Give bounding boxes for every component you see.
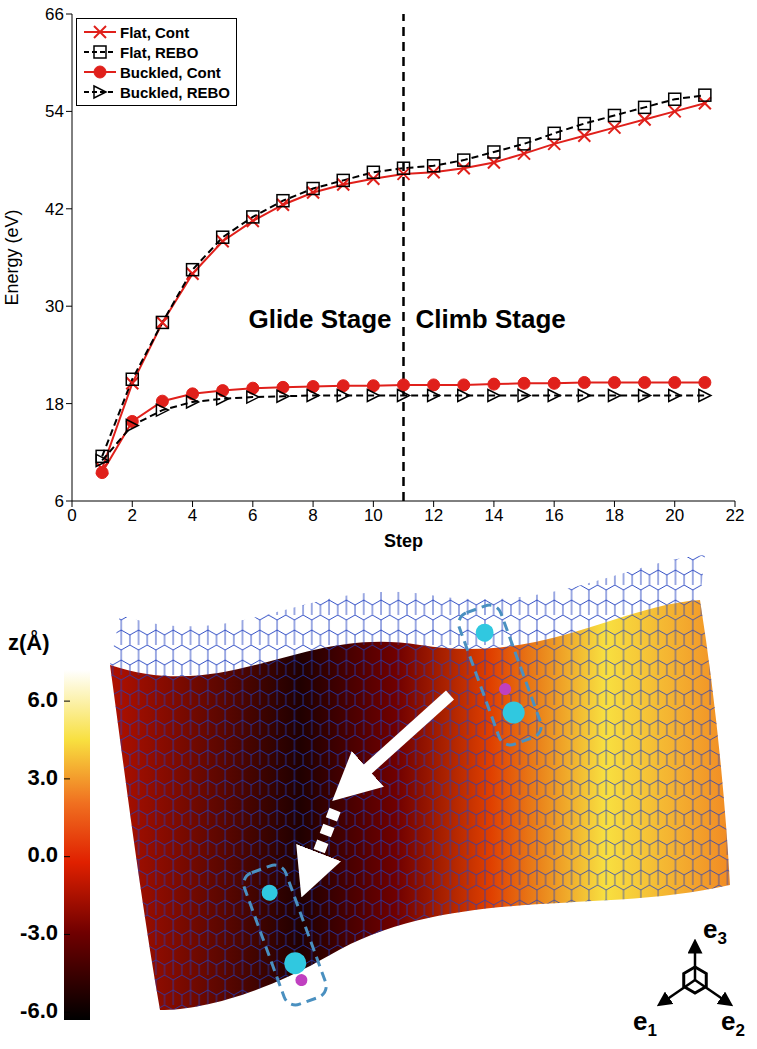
svg-text:2: 2: [128, 506, 137, 525]
svg-text:20: 20: [665, 506, 684, 525]
svg-text:Glide Stage: Glide Stage: [248, 304, 391, 334]
svg-text:e3: e3: [703, 914, 727, 948]
svg-text:6: 6: [55, 492, 64, 511]
svg-text:16: 16: [545, 506, 564, 525]
svg-text:e2: e2: [721, 1006, 745, 1040]
svg-text:0.0: 0.0: [27, 842, 58, 867]
svg-text:12: 12: [424, 506, 443, 525]
svg-text:42: 42: [45, 200, 64, 219]
svg-text:0: 0: [67, 506, 76, 525]
svg-text:22: 22: [726, 506, 745, 525]
svg-text:6: 6: [248, 506, 257, 525]
svg-text:18: 18: [45, 395, 64, 414]
svg-text:Climb Stage: Climb Stage: [416, 304, 566, 334]
svg-text:Step: Step: [384, 531, 423, 551]
svg-text:66: 66: [45, 5, 64, 24]
svg-text:18: 18: [605, 506, 624, 525]
html-text:Flat, REBO: Flat, REBO: [120, 43, 199, 61]
svg-text:8: 8: [308, 506, 317, 525]
svg-text:4: 4: [188, 506, 197, 525]
svg-text:-3.0: -3.0: [20, 920, 58, 945]
svg-text:14: 14: [484, 506, 503, 525]
svg-text:e1: e1: [633, 1006, 657, 1040]
svg-text:Energy (eV): Energy (eV): [2, 209, 22, 305]
html-text:Buckled, REBO: Buckled, REBO: [120, 83, 230, 101]
html-text:Buckled, Cont: Buckled, Cont: [120, 63, 221, 81]
svg-text:10: 10: [364, 506, 383, 525]
html-text:Flat, Cont: Flat, Cont: [120, 23, 190, 41]
svg-text:54: 54: [45, 102, 64, 121]
svg-text:-6.0: -6.0: [20, 998, 58, 1023]
svg-text:3.0: 3.0: [27, 765, 58, 790]
svg-text:6.0: 6.0: [27, 687, 58, 712]
svg-text:30: 30: [45, 297, 64, 316]
svg-text:z(Å): z(Å): [8, 629, 50, 655]
